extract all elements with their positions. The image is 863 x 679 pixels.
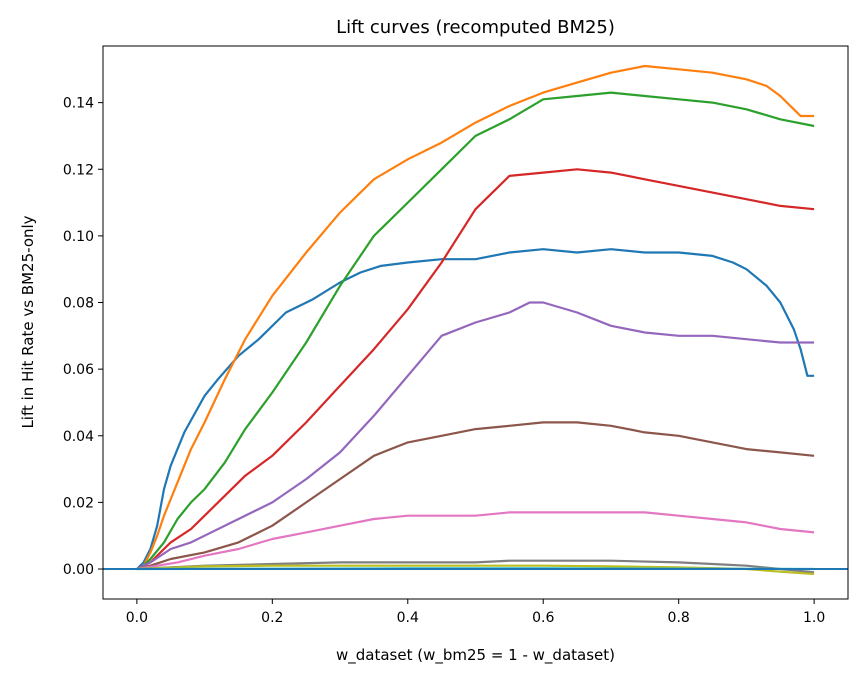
- x-tick-label: 0.0: [126, 610, 148, 626]
- plot-frame: [102, 45, 849, 600]
- y-tick-label: 0.06: [63, 362, 94, 378]
- x-axis: 0.0 0.2 0.4 0.6 0.8 1.0: [126, 599, 825, 626]
- x-tick-label: 1.0: [803, 610, 825, 626]
- y-tick-label: 0.02: [63, 495, 94, 511]
- y-tick-label: 0.08: [63, 296, 94, 312]
- series-line-4: [136, 168, 815, 570]
- x-axis-label: w_dataset (w_bm25 = 1 - w_dataset): [336, 646, 615, 665]
- series-line-3: [136, 91, 815, 570]
- y-tick-label: 0.00: [63, 562, 94, 578]
- series-line-1: [136, 248, 815, 570]
- y-tick-label: 0.10: [63, 229, 94, 245]
- y-axis: 0.00 0.02 0.04 0.06 0.08 0.10 0.12 0.14: [63, 96, 103, 578]
- series-line-2: [136, 64, 815, 570]
- x-tick-label: 0.2: [261, 610, 283, 626]
- x-tick-label: 0.4: [397, 610, 419, 626]
- x-tick-label: 0.6: [532, 610, 554, 626]
- series-line-7: [136, 511, 815, 571]
- x-tick-label: 0.8: [668, 610, 690, 626]
- chart-title: Lift curves (recomputed BM25): [336, 17, 615, 38]
- y-axis-label: Lift in Hit Rate vs BM25-only: [19, 215, 37, 428]
- y-tick-label: 0.04: [63, 429, 94, 445]
- y-tick-label: 0.12: [63, 162, 94, 178]
- y-tick-label: 0.14: [63, 96, 94, 112]
- series-line-5: [136, 301, 815, 570]
- series-line-6: [136, 421, 815, 571]
